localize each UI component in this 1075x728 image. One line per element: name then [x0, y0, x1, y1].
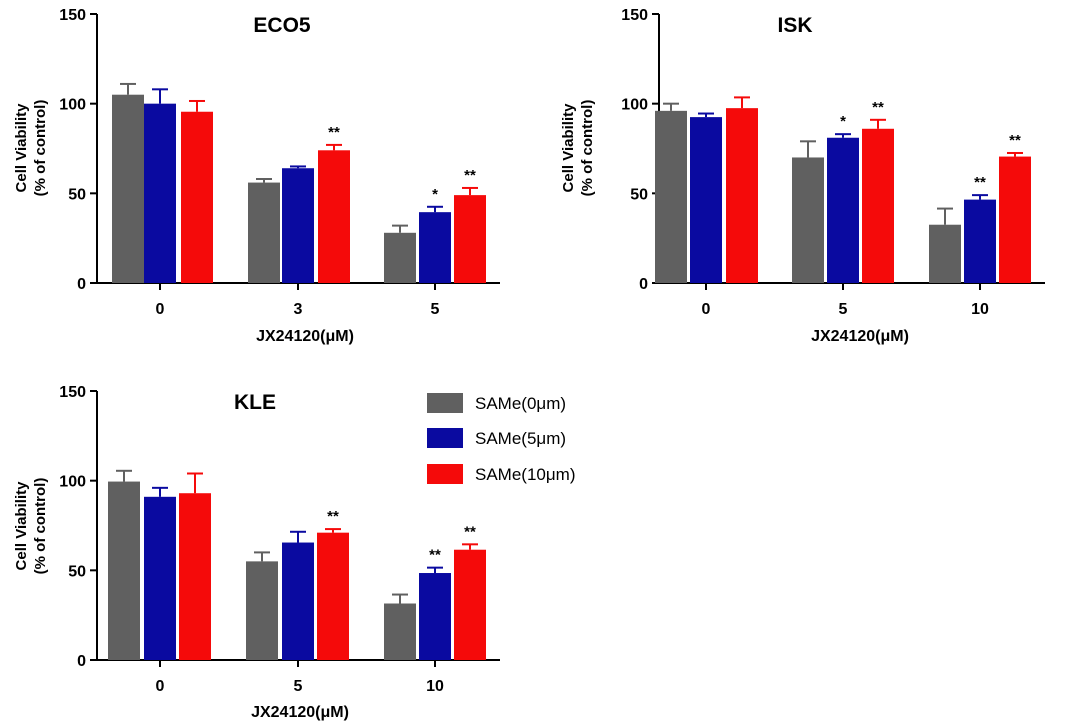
bar [144, 103, 176, 284]
bar [792, 157, 824, 283]
y-tick-label: 50 [68, 563, 86, 580]
bar [419, 573, 451, 660]
x-axis-label: JX24120(μM) [256, 328, 354, 345]
bar [317, 532, 349, 660]
chart-title: KLE [234, 391, 276, 414]
y-axis-label: Cell Viability (% of control) [13, 478, 49, 575]
bar [179, 493, 211, 660]
bar [112, 94, 144, 283]
x-tick-label: 5 [431, 301, 440, 318]
y-axis-label-line2: (% of control) [32, 478, 49, 575]
bar [384, 232, 416, 283]
significance-marker: ** [872, 99, 884, 116]
significance-marker: * [432, 186, 438, 203]
bar [419, 212, 451, 283]
significance-marker: ** [464, 167, 476, 184]
x-tick-label: 0 [156, 301, 165, 318]
y-tick-label: 150 [59, 384, 86, 401]
y-tick-label: 100 [621, 97, 648, 114]
y-axis-label-line2: (% of control) [579, 100, 596, 197]
y-tick-label: 0 [639, 276, 648, 293]
y-axis-label-line1: Cell Viability [560, 103, 577, 193]
y-axis-label-line1: Cell Viability [13, 103, 30, 193]
x-tick-label: 0 [156, 678, 165, 695]
y-axis-label: Cell Viability (% of control) [560, 100, 596, 197]
x-tick-label: 10 [426, 678, 444, 695]
bar [384, 603, 416, 660]
x-tick-label: 3 [294, 301, 303, 318]
legend-swatch [427, 428, 463, 448]
y-axis-label: Cell Viability (% of control) [13, 100, 49, 197]
legend-label: SAMe(10μm) [475, 465, 575, 484]
chart-title: ECO5 [253, 14, 311, 37]
significance-marker: * [840, 113, 846, 130]
bar [862, 128, 894, 283]
x-axis-label: JX24120(μM) [811, 328, 909, 345]
y-tick-label: 100 [59, 97, 86, 114]
y-tick-label: 50 [68, 186, 86, 203]
y-tick-label: 50 [630, 186, 648, 203]
bar [929, 224, 961, 283]
bar [248, 182, 280, 283]
y-axis-label-line2: (% of control) [32, 100, 49, 197]
bar [318, 150, 350, 283]
bar [690, 117, 722, 283]
significance-marker: ** [464, 523, 476, 540]
y-tick-label: 100 [59, 474, 86, 491]
bar [282, 168, 314, 283]
bar [655, 110, 687, 283]
x-tick-label: 5 [839, 301, 848, 318]
bar [144, 496, 176, 660]
x-tick-label: 0 [702, 301, 711, 318]
chart-title: ISK [777, 14, 812, 37]
y-tick-label: 0 [77, 653, 86, 670]
legend-swatch [427, 393, 463, 413]
significance-marker: ** [429, 547, 441, 564]
legend: SAMe(0μm) SAMe(5μm) SAMe(10μm) [427, 393, 575, 484]
legend-label: SAMe(0μm) [475, 394, 566, 413]
legend-swatch [427, 464, 463, 484]
significance-marker: ** [328, 124, 340, 141]
bar [282, 542, 314, 660]
x-tick-label: 10 [971, 301, 989, 318]
x-tick-label: 5 [294, 678, 303, 695]
y-tick-label: 150 [59, 7, 86, 24]
bar [726, 108, 758, 284]
bar [246, 561, 278, 660]
significance-marker: ** [327, 508, 339, 525]
bar [827, 137, 859, 283]
x-axis-label: JX24120(μM) [251, 704, 349, 721]
bar [999, 156, 1031, 283]
bar [964, 199, 996, 283]
bar [454, 195, 486, 283]
bar [181, 111, 213, 283]
y-tick-label: 0 [77, 276, 86, 293]
bar [108, 481, 140, 660]
chart-panel-kle: 0 50 100 150 0 ** 5 ** ** 10 KLE JX24120(μM) Cell Vi… [13, 384, 500, 721]
significance-marker: ** [1009, 132, 1021, 149]
bar [454, 549, 486, 660]
y-axis-label-line1: Cell Viability [13, 481, 30, 571]
y-tick-label: 150 [621, 7, 648, 24]
significance-marker: ** [974, 174, 986, 191]
legend-label: SAMe(5μm) [475, 429, 566, 448]
